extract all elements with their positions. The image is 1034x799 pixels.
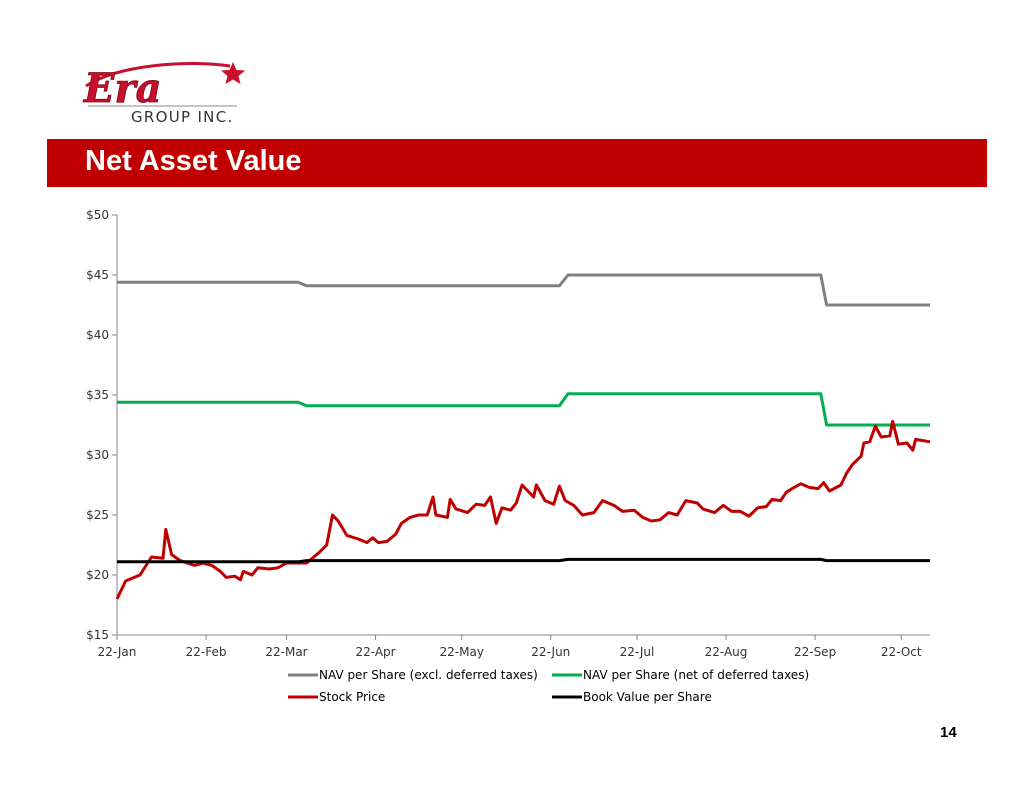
logo-subtext: GROUP INC. xyxy=(131,108,234,126)
y-tick-label: $40 xyxy=(86,328,109,342)
x-tick-label: 22-Sep xyxy=(794,645,836,659)
x-tick-label: 22-Apr xyxy=(355,645,395,659)
chart-axes xyxy=(116,215,930,636)
page-title: Net Asset Value xyxy=(85,145,302,177)
chart-series xyxy=(115,273,931,600)
legend-label: NAV per Share (net of deferred taxes) xyxy=(583,668,809,682)
y-tick-label: $35 xyxy=(86,388,109,402)
y-tick-label: $30 xyxy=(86,448,109,462)
series-line-nav-per-share-excl-deferred-taxes xyxy=(117,273,930,307)
y-tick-label: $20 xyxy=(86,568,109,582)
series-line-nav-per-share-net-of-deferred-taxes xyxy=(117,392,930,427)
chart-legend: NAV per Share (excl. deferred taxes) NAV … xyxy=(288,668,809,704)
x-tick-label: 22-Oct xyxy=(881,645,922,659)
legend-label: NAV per Share (excl. deferred taxes) xyxy=(319,668,538,682)
title-banner xyxy=(47,139,987,187)
y-axis-ticks: $15 $20 $25 $30 $35 $40 $45 $50 xyxy=(86,208,117,642)
logo-wordmark: Era xyxy=(83,65,161,112)
legend-item: NAV per Share (net of deferred taxes) xyxy=(552,668,809,682)
legend-label: Book Value per Share xyxy=(583,690,712,704)
company-logo: Era xyxy=(83,62,245,112)
x-tick-label: 22-Jan xyxy=(98,645,137,659)
logo-star-icon xyxy=(221,62,245,84)
legend-item: Stock Price xyxy=(288,690,385,704)
x-tick-label: 22-Feb xyxy=(186,645,227,659)
x-axis-ticks: 22-Jan 22-Feb 22-Mar 22-Apr 22-May 22-Jun 22-J… xyxy=(98,635,922,659)
x-tick-label: 22-Aug xyxy=(705,645,748,659)
series-line-stock-price xyxy=(115,419,931,600)
x-tick-label: 22-Mar xyxy=(265,645,307,659)
y-tick-label: $45 xyxy=(86,268,109,282)
page-number: 14 xyxy=(940,724,957,741)
logo-swoosh xyxy=(85,62,231,88)
x-tick-label: 22-Jun xyxy=(531,645,570,659)
x-tick-label: 22-May xyxy=(440,645,484,659)
legend-item: Book Value per Share xyxy=(552,690,712,704)
series-line-book-value-per-share xyxy=(117,557,930,564)
x-tick-label: 22-Jul xyxy=(620,645,655,659)
legend-label: Stock Price xyxy=(319,690,385,704)
y-tick-label: $25 xyxy=(86,508,109,522)
y-tick-label: $15 xyxy=(86,628,109,642)
legend-item: NAV per Share (excl. deferred taxes) xyxy=(288,668,538,682)
y-tick-label: $50 xyxy=(86,208,109,222)
